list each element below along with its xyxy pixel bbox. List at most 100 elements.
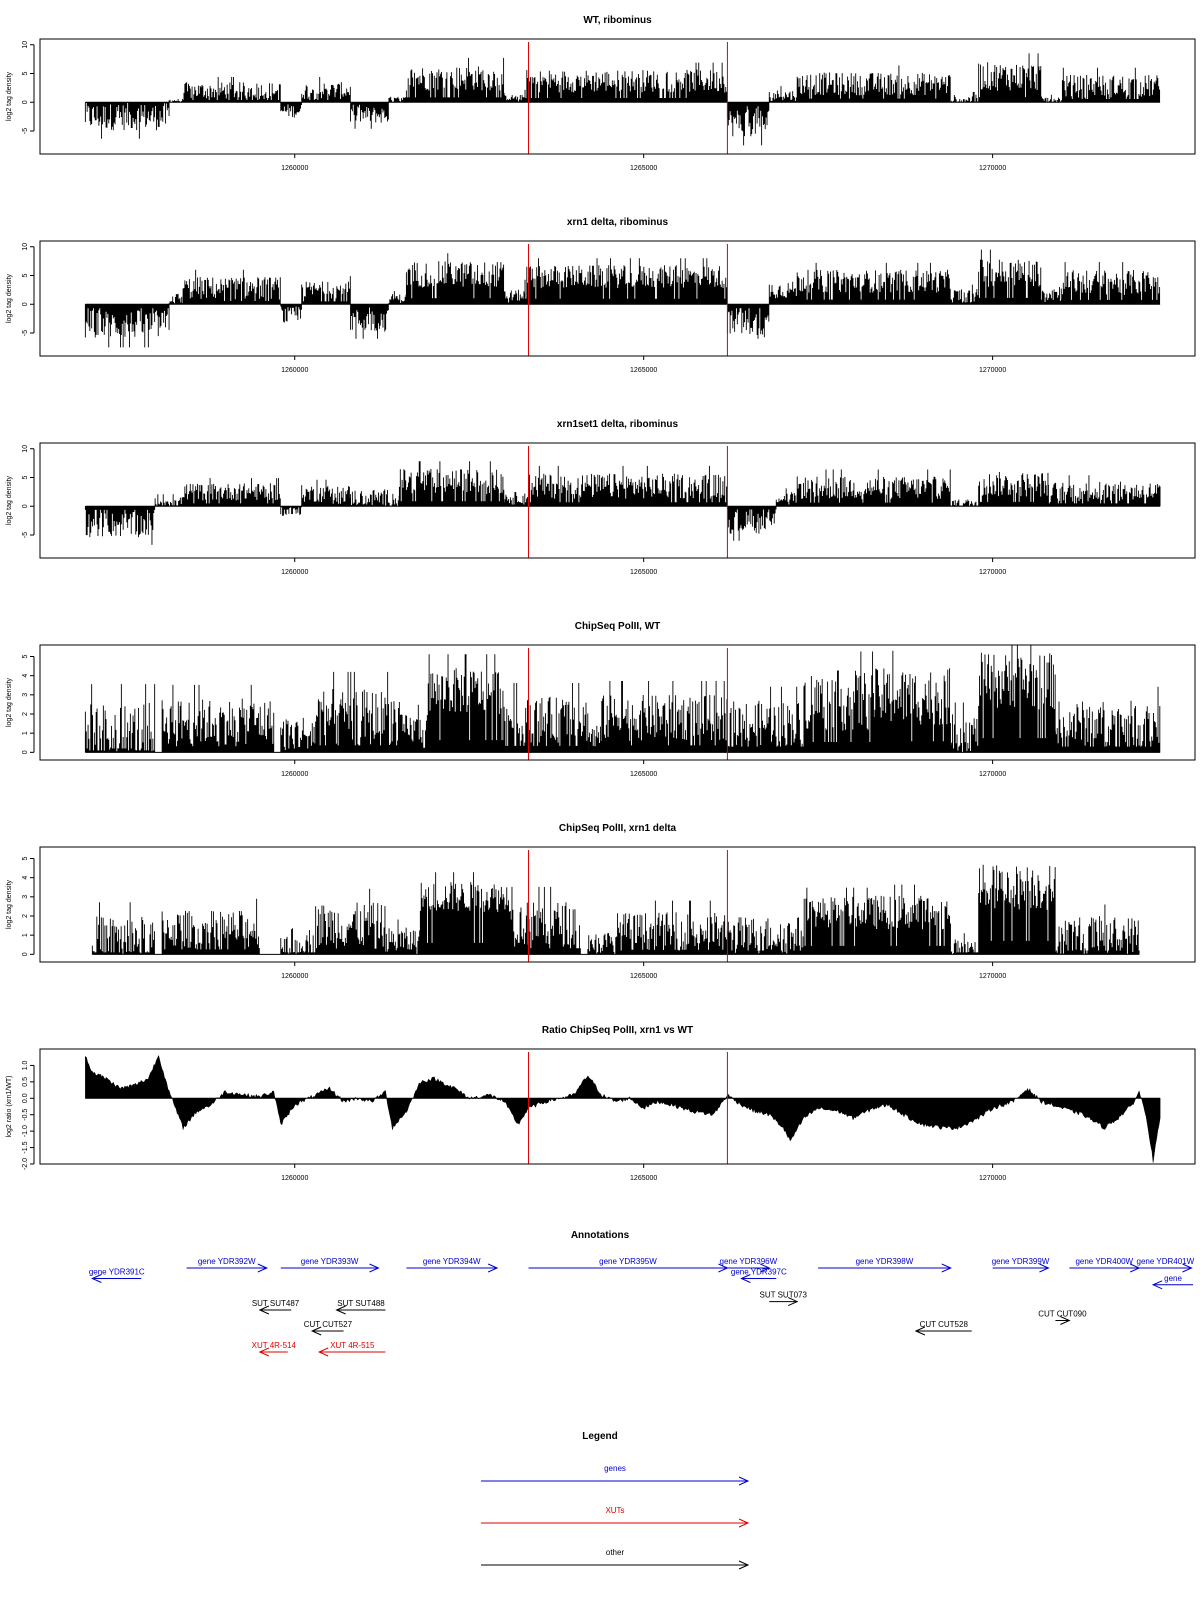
annotation-feature: gene YDR399W bbox=[992, 1257, 1050, 1273]
track-panel-1: xrn1 delta, ribominus log2 tag density -5 0… bbox=[6, 217, 1196, 374]
feature-arrow-head bbox=[369, 1263, 380, 1273]
feature-label: SUT SUT073 bbox=[760, 1291, 808, 1300]
legend-item-other: other bbox=[481, 1548, 750, 1570]
y-axis-label: log2 ratio (xrn1/WT) bbox=[6, 1076, 13, 1138]
x-tick-label: 1265000 bbox=[630, 569, 657, 576]
feature-label: gene YDR395W bbox=[599, 1257, 657, 1266]
ratio-area bbox=[85, 1054, 1161, 1163]
plot-frame bbox=[39, 442, 1196, 559]
feature-arrow-head bbox=[258, 1305, 270, 1315]
feature-label: gene YDR397C bbox=[731, 1268, 787, 1277]
feature-arrow-head bbox=[91, 1274, 102, 1283]
annotation-feature: XUT 4R-514 bbox=[252, 1341, 296, 1357]
y-tick-label: 0 bbox=[22, 100, 29, 104]
feature-arrow-head bbox=[760, 1263, 771, 1273]
density-bars bbox=[84, 645, 1161, 753]
x-tick-label: 1265000 bbox=[630, 367, 657, 374]
y-tick-label: -5 bbox=[22, 532, 29, 538]
density-bars bbox=[91, 864, 1140, 955]
feature-arrow-head bbox=[740, 1274, 751, 1283]
feature-label: gene YDR400W bbox=[1075, 1257, 1133, 1266]
y-tick-label: -1.0 bbox=[22, 1125, 29, 1137]
y-axis-label: log2 tag density bbox=[6, 879, 13, 929]
annotation-feature: gene YDR397C bbox=[731, 1268, 787, 1283]
feature-label: gene YDR391C bbox=[89, 1268, 145, 1277]
legend-arrow-head bbox=[738, 1476, 750, 1486]
y-axis: 0 1 2 3 4 5 bbox=[22, 856, 35, 956]
annotation-feature: gene YDR396W bbox=[720, 1257, 778, 1273]
feature-label: gene YDR396W bbox=[720, 1257, 778, 1266]
annotation-feature: SUT SUT073 bbox=[760, 1291, 808, 1307]
track-panel-5: Ratio ChipSeq PolII, xrn1 vs WT log2 rati… bbox=[6, 1025, 1196, 1182]
y-tick-label: 10 bbox=[22, 243, 29, 251]
x-tick-label: 1260000 bbox=[281, 771, 308, 778]
legend-label: genes bbox=[604, 1464, 626, 1473]
legend-items: genes XUTs other bbox=[481, 1464, 750, 1570]
y-tick-label: 4 bbox=[22, 674, 29, 678]
y-axis: -5 0 5 10 bbox=[22, 243, 35, 336]
plot-frame bbox=[39, 644, 1196, 761]
y-tick-label: 0 bbox=[22, 750, 29, 754]
y-tick-label: -5 bbox=[22, 128, 29, 134]
data-marks bbox=[84, 249, 1161, 348]
annotations-title: Annotations bbox=[571, 1230, 630, 1241]
x-tick-label: 1265000 bbox=[630, 771, 657, 778]
y-axis: -5 0 5 10 bbox=[22, 41, 35, 134]
x-tick-label: 1265000 bbox=[630, 973, 657, 980]
legend-arrow-head bbox=[738, 1560, 750, 1570]
y-tick-label: 0 bbox=[22, 952, 29, 956]
y-axis: 0 1 2 3 4 5 bbox=[22, 654, 35, 754]
y-axis-label: log2 tag density bbox=[6, 71, 13, 121]
feature-label: XUT 4R-515 bbox=[330, 1341, 375, 1350]
legend-panel: Legend genes XUTs other bbox=[481, 1431, 750, 1570]
x-tick-label: 1270000 bbox=[979, 367, 1006, 374]
annotations-panel: Annotations gene YDR391C gene YDR392W gene… bbox=[89, 1230, 1195, 1357]
plot-frame bbox=[39, 38, 1196, 155]
feature-arrow-head bbox=[1039, 1263, 1050, 1273]
data-marks bbox=[84, 645, 1161, 753]
panel-title: Ratio ChipSeq PolII, xrn1 vs WT bbox=[542, 1025, 693, 1036]
y-tick-label: 10 bbox=[22, 445, 29, 453]
x-axis: 1260000 1265000 1270000 bbox=[281, 356, 1006, 374]
annotation-feature: CUT CUT528 bbox=[914, 1320, 972, 1336]
x-axis: 1260000 1265000 1270000 bbox=[281, 760, 1006, 778]
track-panel-3: ChipSeq PolII, WT log2 tag density 0 1 2 3 4 5 1… bbox=[6, 621, 1196, 778]
plot-frame bbox=[39, 1048, 1196, 1165]
annotation-feature: gene bbox=[1151, 1274, 1193, 1290]
panel-title: ChipSeq PolII, xrn1 delta bbox=[559, 823, 677, 834]
feature-label: SUT SUT488 bbox=[337, 1299, 385, 1308]
feature-label: gene YDR392W bbox=[198, 1257, 256, 1266]
feature-label: CUT CUT090 bbox=[1038, 1310, 1087, 1319]
y-tick-label: 3 bbox=[22, 693, 29, 697]
density-bars bbox=[84, 249, 1161, 348]
x-tick-label: 1260000 bbox=[281, 973, 308, 980]
feature-label: SUT SUT487 bbox=[252, 1299, 300, 1308]
panel-title: ChipSeq PolII, WT bbox=[575, 621, 661, 632]
x-tick-label: 1260000 bbox=[281, 165, 308, 172]
legend-label: other bbox=[606, 1548, 625, 1557]
y-tick-label: 5 bbox=[22, 71, 29, 75]
feature-label: CUT CUT528 bbox=[920, 1320, 969, 1329]
annotation-feature: gene YDR394W bbox=[406, 1257, 499, 1273]
x-tick-label: 1270000 bbox=[979, 973, 1006, 980]
feature-label: CUT CUT527 bbox=[304, 1320, 353, 1329]
legend-title: Legend bbox=[582, 1431, 618, 1442]
feature-arrow-head bbox=[487, 1263, 499, 1273]
feature-arrow-head bbox=[788, 1297, 799, 1307]
feature-label: gene bbox=[1164, 1274, 1182, 1283]
y-axis-label: log2 tag density bbox=[6, 273, 13, 323]
feature-label: gene YDR394W bbox=[423, 1257, 481, 1266]
x-tick-label: 1270000 bbox=[979, 569, 1006, 576]
feature-arrow-head bbox=[310, 1326, 322, 1336]
plot-frame bbox=[39, 846, 1196, 963]
y-tick-label: -5 bbox=[22, 330, 29, 336]
x-tick-label: 1260000 bbox=[281, 367, 308, 374]
annotation-feature: gene YDR400W bbox=[1069, 1257, 1141, 1273]
x-axis: 1260000 1265000 1270000 bbox=[281, 154, 1006, 172]
annotation-feature: CUT CUT527 bbox=[304, 1320, 353, 1336]
y-tick-label: -2.0 bbox=[22, 1158, 29, 1170]
y-axis-label: log2 tag density bbox=[6, 475, 13, 525]
feature-arrow-head bbox=[1060, 1316, 1071, 1325]
y-tick-label: 5 bbox=[22, 856, 29, 860]
annotation-feature: gene YDR395W bbox=[528, 1257, 729, 1273]
